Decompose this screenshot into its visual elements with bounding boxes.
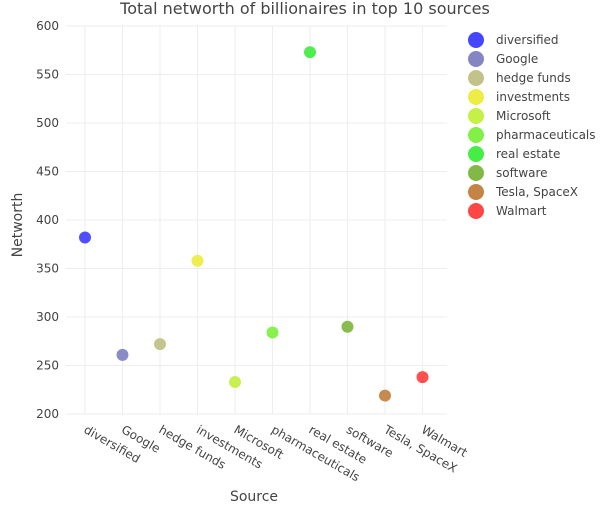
data-point[interactable]	[229, 375, 241, 388]
data-point[interactable]	[416, 371, 429, 384]
y-tick-label: 250	[36, 359, 59, 373]
data-point[interactable]	[116, 348, 129, 361]
legend-item-label[interactable]: diversified	[496, 33, 559, 47]
legend-marker[interactable]	[468, 108, 484, 124]
legend-item-label[interactable]: investments	[496, 90, 570, 104]
chart-title: Total networth of billionaires in top 10…	[119, 0, 490, 18]
data-point[interactable]	[341, 320, 354, 333]
x-axis-title: Source	[230, 489, 278, 505]
y-tick-label: 350	[36, 262, 59, 276]
legend-marker[interactable]	[468, 127, 484, 143]
y-tick-label: 550	[36, 68, 59, 82]
legend-marker[interactable]	[468, 51, 484, 67]
data-point[interactable]	[79, 231, 91, 244]
y-axis-ticks: 200 250 300 350 400 450 500 550 600	[36, 19, 59, 421]
y-tick-label: 500	[36, 116, 59, 130]
y-tick-label: 600	[36, 19, 59, 33]
plot-area	[79, 46, 429, 402]
legend-item-label[interactable]: pharmaceuticals	[496, 128, 596, 142]
legend-item-label[interactable]: hedge funds	[496, 71, 571, 85]
legend-marker[interactable]	[468, 165, 484, 181]
legend: diversified Google hedge funds investments M…	[468, 32, 596, 219]
legend-marker[interactable]	[468, 184, 484, 200]
y-tick-label: 450	[36, 165, 59, 179]
legend-item-label[interactable]: Microsoft	[496, 109, 551, 123]
data-point[interactable]	[266, 326, 279, 339]
y-axis-title: Networth	[10, 193, 26, 258]
data-point[interactable]	[154, 338, 166, 351]
legend-item-label[interactable]: Google	[496, 52, 538, 66]
data-point[interactable]	[379, 389, 391, 402]
y-tick-label: 400	[36, 213, 59, 227]
legend-item-label[interactable]: software	[496, 166, 548, 180]
legend-marker[interactable]	[468, 203, 484, 219]
data-point[interactable]	[191, 254, 204, 267]
legend-item-label[interactable]: real estate	[496, 147, 560, 161]
legend-marker[interactable]	[468, 146, 484, 162]
legend-marker[interactable]	[468, 32, 484, 48]
legend-item-label[interactable]: Walmart	[496, 204, 547, 218]
legend-marker[interactable]	[468, 89, 484, 105]
y-tick-label: 300	[36, 310, 59, 324]
data-point[interactable]	[304, 46, 316, 59]
legend-marker[interactable]	[468, 70, 484, 86]
y-tick-label: 200	[36, 407, 59, 421]
grid	[66, 25, 447, 415]
legend-item-label[interactable]: Tesla, SpaceX	[495, 185, 578, 199]
